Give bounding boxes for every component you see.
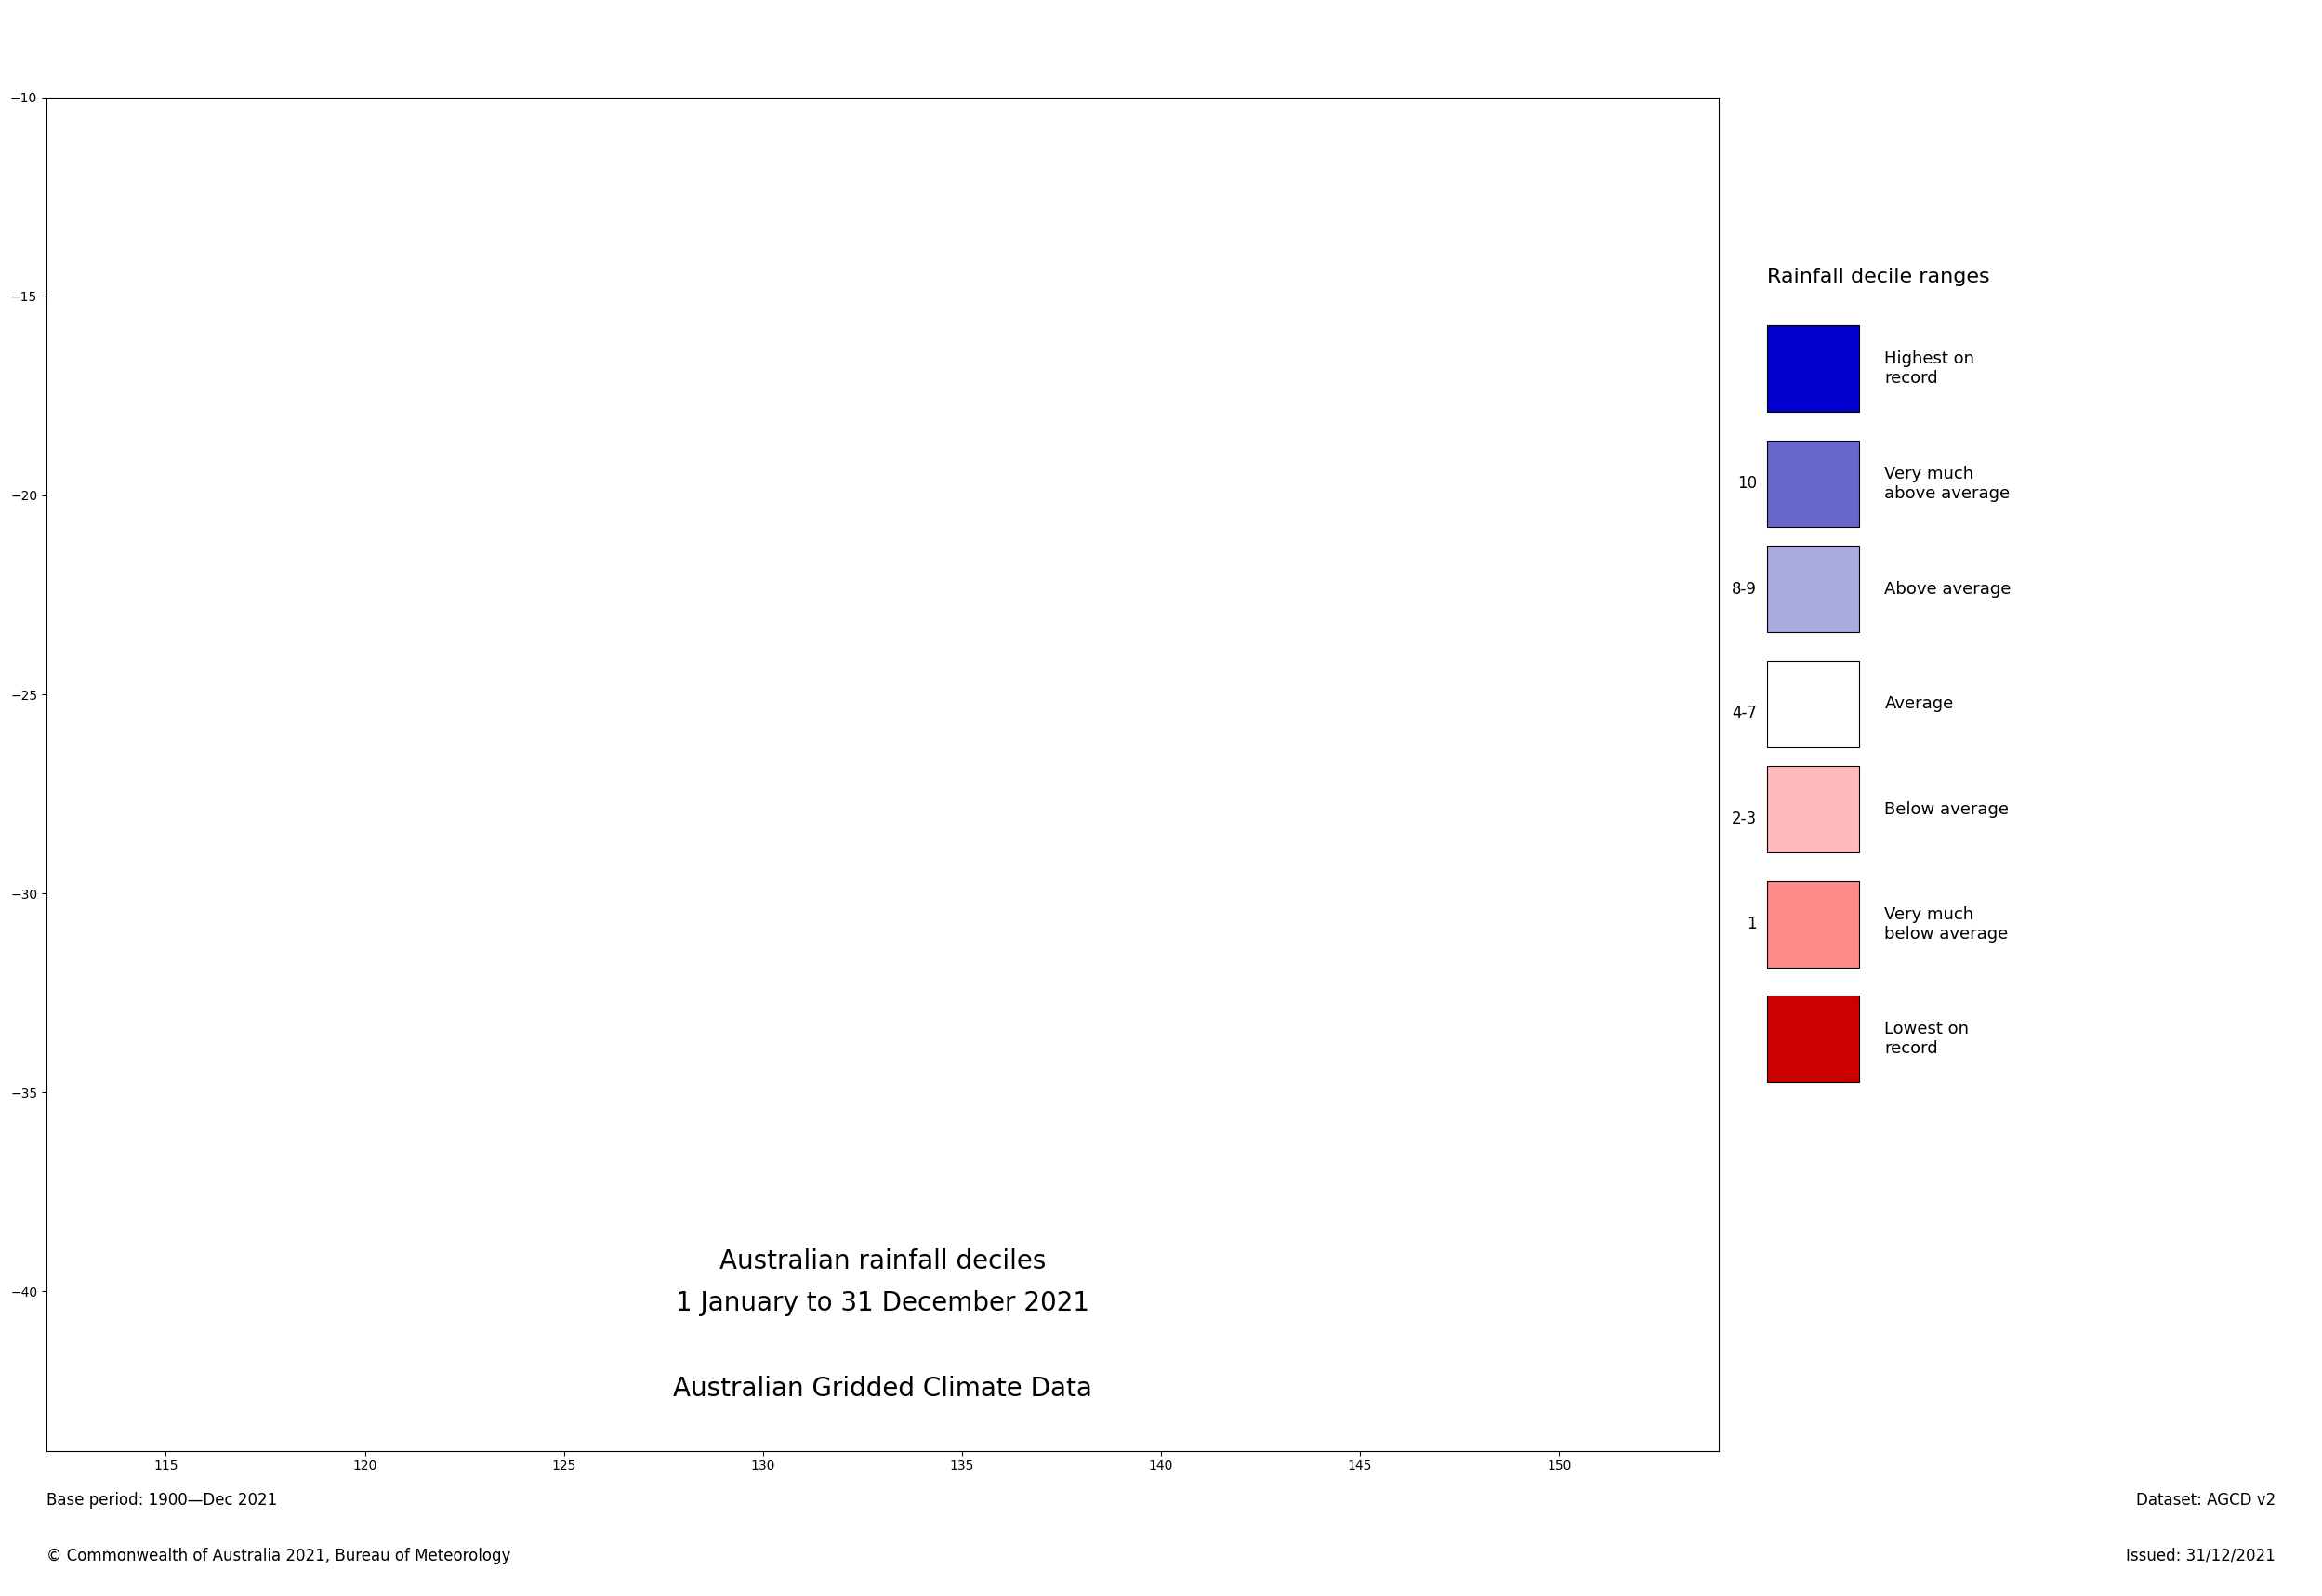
Text: Base period: 1900—Dec 2021: Base period: 1900—Dec 2021 [46,1492,276,1508]
Text: Australian rainfall deciles
1 January to 31 December 2021

Australian Gridded Cl: Australian rainfall deciles 1 January to… [673,1248,1091,1401]
FancyBboxPatch shape [1767,996,1860,1082]
Text: Very much
below average: Very much below average [1885,907,2009,942]
Text: 2-3: 2-3 [1732,811,1758,827]
FancyBboxPatch shape [1767,661,1860,747]
Text: Average: Average [1885,696,1953,712]
Text: Lowest on
record: Lowest on record [1885,1021,1969,1057]
Text: © Commonwealth of Australia 2021, Bureau of Meteorology: © Commonwealth of Australia 2021, Bureau… [46,1548,511,1564]
FancyBboxPatch shape [1767,766,1860,852]
Text: 10: 10 [1737,476,1758,492]
FancyBboxPatch shape [1767,546,1860,632]
Text: Very much
above average: Very much above average [1885,466,2011,501]
Text: 8-9: 8-9 [1732,581,1758,597]
Text: Below average: Below average [1885,801,2009,817]
Text: Highest on
record: Highest on record [1885,351,1974,386]
FancyBboxPatch shape [1767,440,1860,527]
Text: Above average: Above average [1885,581,2011,597]
FancyBboxPatch shape [1767,326,1860,412]
Text: Issued: 31/12/2021: Issued: 31/12/2021 [2127,1548,2276,1564]
Text: Dataset: AGCD v2: Dataset: AGCD v2 [2136,1492,2276,1508]
FancyBboxPatch shape [1767,881,1860,967]
Text: 1: 1 [1746,916,1758,932]
Text: 4-7: 4-7 [1732,705,1758,721]
Text: Rainfall decile ranges: Rainfall decile ranges [1767,268,1990,287]
